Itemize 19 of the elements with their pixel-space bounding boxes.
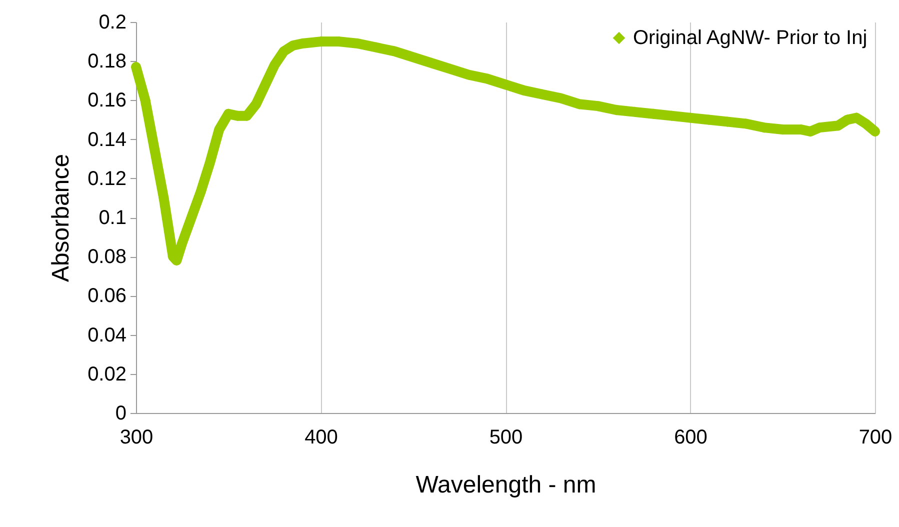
- y-tick-label: 0.08: [88, 246, 126, 268]
- y-axis-title: Absorbance: [48, 154, 75, 282]
- x-tick-label: 700: [858, 426, 892, 448]
- y-tick-label: 0: [115, 402, 126, 424]
- y-tick-label: 0.06: [88, 285, 126, 308]
- x-tick-label: 600: [674, 426, 708, 448]
- y-tick-label: 0.1: [98, 207, 126, 229]
- x-axis-title: Wavelength - nm: [416, 472, 596, 498]
- y-tick-label: 0.2: [98, 12, 126, 34]
- x-tick-label: 500: [489, 426, 523, 448]
- y-tick-label: 0.12: [88, 168, 126, 190]
- y-tick-label: 0.02: [88, 363, 126, 386]
- x-tick-label: 400: [304, 426, 338, 448]
- y-tick-label: 0.04: [88, 324, 126, 346]
- legend-label: Original AgNW- Prior to Inj: [633, 27, 868, 49]
- x-tick-label: 300: [120, 426, 154, 448]
- y-tick-label: 0.18: [88, 50, 126, 73]
- y-tick-label: 0.14: [88, 128, 126, 151]
- y-tick-label: 0.16: [88, 90, 126, 112]
